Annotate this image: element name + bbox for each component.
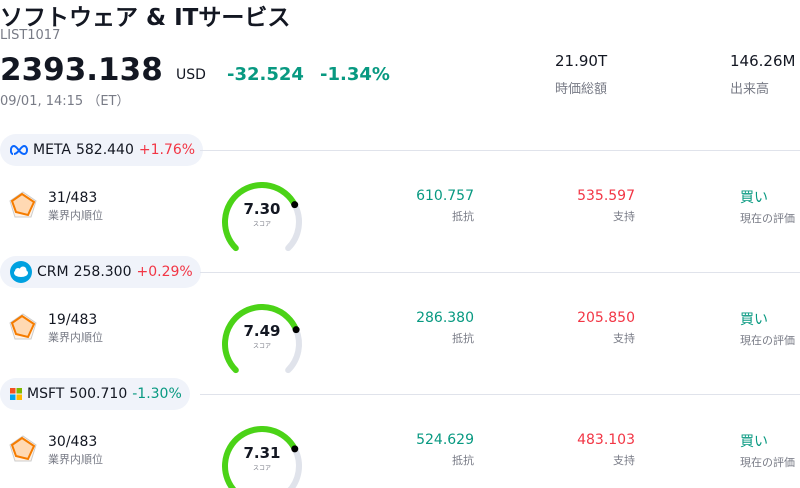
currency: USD	[176, 67, 206, 83]
rank-icon	[8, 312, 38, 346]
title: ソフトウェア & ITサービス	[0, 5, 291, 31]
rank-icon	[8, 190, 38, 224]
resistance: 610.757	[416, 188, 474, 204]
score: 7.30	[243, 200, 281, 218]
stock-change: -1.30%	[132, 386, 182, 402]
rank-label: 業界内順位	[48, 331, 103, 344]
score: 7.49	[243, 322, 281, 340]
logo	[10, 388, 22, 400]
support-label: 支持	[613, 332, 635, 345]
change-pct: -1.34%	[320, 64, 390, 85]
gauge	[222, 304, 306, 388]
gauge-arc	[222, 304, 300, 374]
score-label: スコア	[252, 465, 271, 472]
rating-label: 現在の評価	[740, 212, 795, 225]
rating-label: 現在の評価	[740, 334, 795, 347]
ticker: META	[33, 142, 71, 158]
stock-change: +0.29%	[136, 264, 193, 280]
ticker: CRM	[37, 264, 69, 280]
support: 483.103	[577, 432, 635, 448]
code: LIST1017	[0, 28, 61, 43]
rank: 30/483	[48, 434, 98, 450]
stat-label: 時価総額	[555, 82, 608, 97]
time: 09/01, 14:15 （ET）	[0, 94, 130, 109]
resistance: 524.629	[416, 432, 474, 448]
stock-pill: META 582.440 +1.76%	[0, 134, 204, 166]
gauge-arc	[222, 426, 298, 488]
score-label: スコア	[252, 221, 271, 228]
support-label: 支持	[613, 210, 635, 223]
divider	[200, 272, 800, 273]
resistance: 286.380	[416, 310, 474, 326]
rank-label: 業界内順位	[48, 453, 103, 466]
stat-label: 出来高	[730, 82, 770, 97]
logo	[10, 144, 28, 156]
price: 2393.138	[0, 52, 163, 88]
stat-value: 146.26M	[730, 52, 796, 70]
stock-price: 582.440	[75, 142, 134, 158]
stock-price: 500.710	[69, 386, 128, 402]
stock-pill: MSFT 500.710 -1.30%	[0, 378, 190, 410]
stat-value: 21.90T	[555, 52, 608, 70]
gauge	[222, 182, 306, 266]
rating: 買い	[740, 312, 768, 328]
ticker: MSFT	[27, 386, 65, 402]
stock-pill: CRM 258.300 +0.29%	[0, 256, 201, 288]
score-label: スコア	[252, 343, 271, 350]
gauge-arc	[222, 182, 298, 252]
rank: 31/483	[48, 190, 98, 206]
logo	[10, 261, 32, 283]
resistance-label: 抵抗	[452, 210, 474, 223]
rating: 買い	[740, 434, 768, 450]
rating-label: 現在の評価	[740, 456, 795, 469]
rank-icon	[8, 434, 38, 468]
resistance-label: 抵抗	[452, 454, 474, 467]
change: -32.524	[227, 64, 304, 85]
gauge	[222, 426, 306, 488]
stock-change: +1.76%	[138, 142, 196, 158]
support-label: 支持	[613, 454, 635, 467]
resistance-label: 抵抗	[452, 332, 474, 345]
divider	[200, 394, 800, 395]
divider	[200, 150, 800, 151]
rating: 買い	[740, 190, 768, 206]
rank-label: 業界内順位	[48, 209, 103, 222]
support: 535.597	[577, 188, 635, 204]
score: 7.31	[243, 444, 281, 462]
support: 205.850	[577, 310, 635, 326]
stock-price: 258.300	[73, 264, 132, 280]
rank: 19/483	[48, 312, 98, 328]
